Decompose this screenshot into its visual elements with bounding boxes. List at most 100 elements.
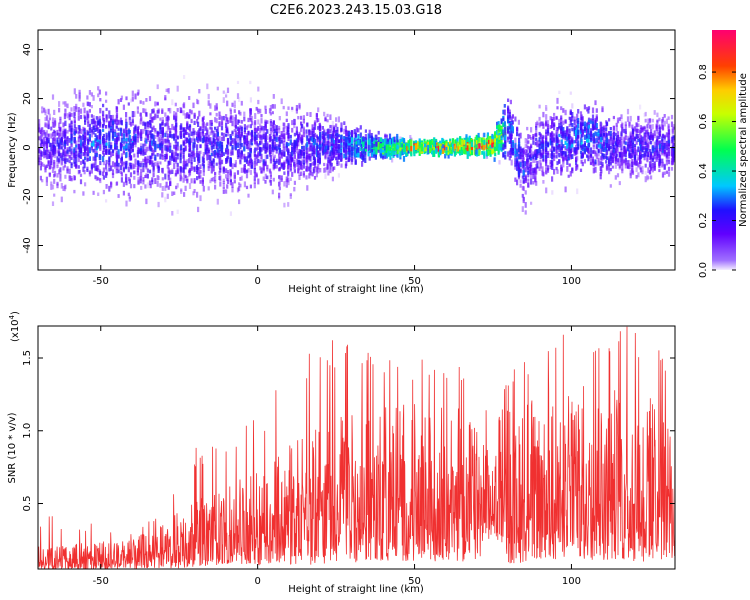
- heatmap-cell: [526, 126, 529, 131]
- heatmap-cell: [134, 136, 137, 142]
- heatmap-cell: [375, 134, 378, 138]
- heatmap-cell: [92, 156, 95, 161]
- heatmap-cell: [315, 151, 318, 157]
- heatmap-cell: [245, 173, 249, 179]
- heatmap-cell: [62, 141, 65, 147]
- heatmap-cell: [249, 115, 252, 121]
- heatmap-cell: [43, 163, 46, 167]
- heatmap-cell: [151, 159, 154, 165]
- heatmap-cell: [66, 166, 69, 172]
- heatmap-cell: [202, 164, 205, 169]
- heatmap-cell: [545, 141, 548, 145]
- heatmap-cell: [197, 156, 200, 162]
- heatmap-cell: [527, 174, 530, 178]
- heatmap-cell: [387, 138, 390, 142]
- heatmap-cell: [165, 146, 168, 151]
- heatmap-cell: [84, 133, 87, 138]
- heatmap-cell: [188, 124, 192, 128]
- heatmap-cell: [97, 142, 100, 147]
- heatmap-cell: [571, 154, 574, 159]
- heatmap-cell: [146, 182, 149, 189]
- heatmap-cell: [173, 163, 176, 169]
- heatmap-cell: [214, 126, 217, 130]
- heatmap-cell: [301, 146, 304, 150]
- heatmap-cell: [60, 153, 63, 158]
- heatmap-cell: [295, 158, 298, 165]
- heatmap-cell: [199, 164, 202, 169]
- heatmap-cell: [326, 150, 329, 155]
- heatmap-cell: [449, 150, 452, 154]
- heatmap-cell: [45, 147, 48, 152]
- heatmap-cell: [105, 107, 108, 111]
- heatmap-cell: [222, 178, 225, 182]
- heatmap-cell: [439, 140, 442, 145]
- heatmap-cell: [287, 136, 290, 141]
- heatmap-cell: [549, 116, 552, 121]
- heatmap-cell: [78, 148, 81, 152]
- heatmap-cell: [335, 134, 338, 140]
- heatmap-cell: [125, 121, 128, 128]
- heatmap-cell: [77, 165, 80, 169]
- heatmap-cell: [343, 147, 346, 153]
- heatmap-cell: [41, 138, 44, 144]
- heatmap-cell: [94, 159, 97, 166]
- heatmap-cell: [59, 132, 62, 137]
- heatmap-cell: [129, 143, 133, 149]
- heatmap-cell: [317, 167, 320, 174]
- heatmap-cell: [295, 126, 298, 132]
- heatmap-cell: [333, 139, 336, 144]
- heatmap-cell: [229, 116, 232, 120]
- heatmap-cell: [259, 128, 262, 134]
- heatmap-cell: [331, 143, 334, 147]
- heatmap-cell: [198, 151, 201, 156]
- heatmap-cell: [527, 161, 530, 166]
- heatmap-cell: [519, 161, 522, 168]
- heatmap-cell: [254, 136, 257, 142]
- heatmap-cell: [188, 148, 192, 152]
- heatmap-cell: [487, 150, 491, 156]
- heatmap-cell: [367, 151, 370, 157]
- heatmap-cell: [368, 145, 371, 150]
- heatmap-cell: [111, 161, 115, 168]
- heatmap-cell: [115, 145, 119, 150]
- heatmap-cell: [233, 129, 236, 133]
- heatmap-cell: [45, 176, 48, 183]
- heatmap-cell: [536, 120, 539, 124]
- heatmap-cell: [435, 144, 438, 150]
- heatmap-cell: [212, 144, 215, 150]
- heatmap-cell: [337, 152, 340, 157]
- heatmap-cell: [140, 143, 143, 148]
- heatmap-cell: [564, 134, 567, 139]
- heatmap-cell: [368, 156, 371, 161]
- heatmap-cell: [115, 119, 118, 125]
- heatmap-cell: [226, 170, 230, 174]
- heatmap-cell: [333, 134, 336, 139]
- heatmap-cell: [151, 127, 154, 132]
- heatmap-cell: [97, 120, 100, 125]
- heatmap-cell: [331, 176, 334, 182]
- heatmap-cell: [568, 140, 571, 145]
- heatmap-cell: [220, 159, 224, 165]
- heatmap-cell: [447, 142, 450, 147]
- heatmap-cell: [99, 139, 102, 145]
- heatmap-cell: [98, 115, 101, 121]
- heatmap-cell: [108, 129, 111, 133]
- heatmap-cell: [245, 133, 249, 137]
- heatmap-cell: [120, 177, 123, 183]
- heatmap-cell: [357, 134, 360, 138]
- heatmap-cell: [188, 133, 191, 138]
- heatmap-cell: [262, 163, 265, 169]
- heatmap-cell: [260, 140, 263, 145]
- heatmap-cell: [142, 166, 145, 173]
- heatmap-cell: [197, 100, 200, 105]
- heatmap-cell: [73, 139, 76, 144]
- heatmap-cell: [58, 158, 61, 163]
- heatmap-cell: [161, 119, 164, 126]
- heatmap-cell: [536, 140, 539, 146]
- heatmap-cell: [291, 150, 294, 157]
- heatmap-cell: [283, 171, 286, 175]
- heatmap-cell: [133, 153, 136, 158]
- heatmap-cell: [131, 142, 134, 148]
- heatmap-cell: [357, 151, 360, 158]
- heatmap-cell: [275, 137, 278, 143]
